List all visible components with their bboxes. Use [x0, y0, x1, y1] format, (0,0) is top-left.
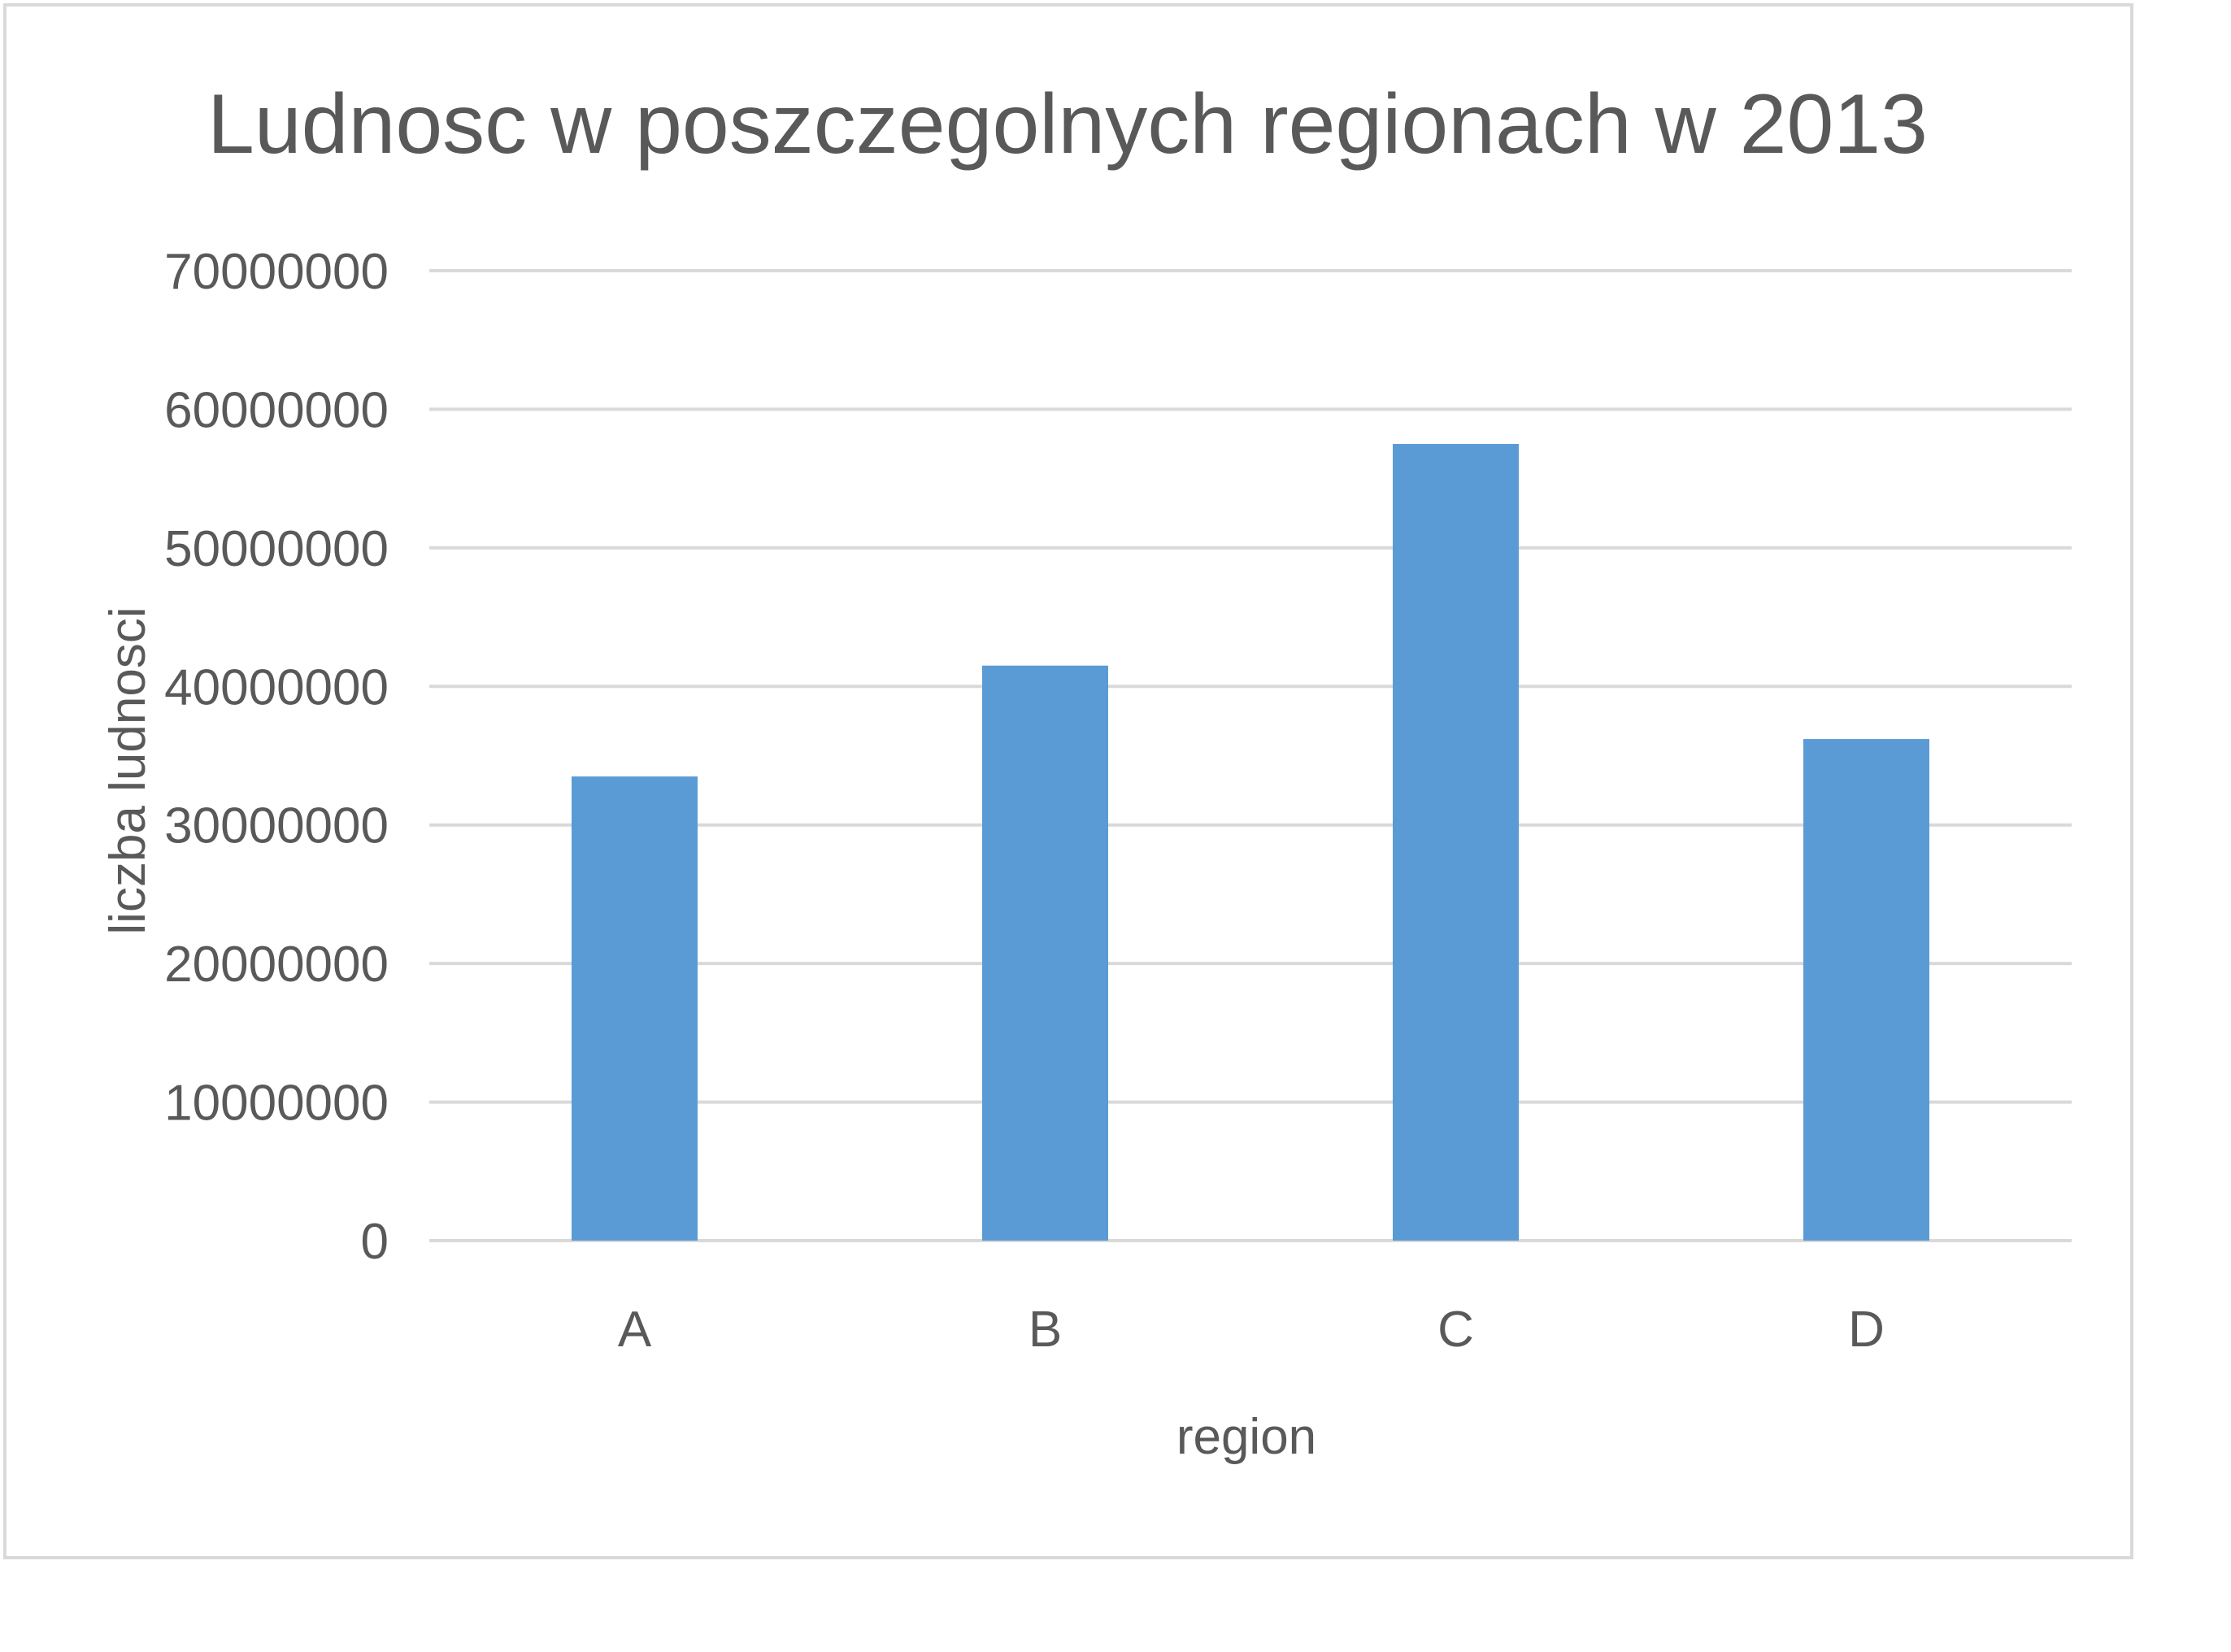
y-tick-label-2: 20000000 [164, 937, 389, 993]
bar-C [1393, 444, 1519, 1241]
y-tick-label-6: 60000000 [164, 382, 389, 438]
x-tick-label-A: A [618, 1302, 652, 1358]
chart-area: Ludnosc w poszczegolnych regionach w 201… [3, 3, 2133, 1559]
bar-D [1803, 739, 1929, 1241]
y-tick-label-1: 10000000 [164, 1076, 389, 1132]
x-axis-title: region [1176, 1409, 1316, 1465]
y-tick-label-4: 40000000 [164, 659, 389, 715]
bars [572, 444, 1929, 1241]
y-tick-label-0: 0 [361, 1214, 389, 1270]
y-tick-label-7: 70000000 [164, 244, 389, 300]
bar-chart: Ludnosc w poszczegolnych regionach w 201… [100, 77, 2072, 1465]
y-axis-tick-labels: 0 10000000 20000000 30000000 40000000 5000000… [164, 244, 389, 1270]
x-tick-label-B: B [1029, 1302, 1062, 1358]
y-tick-label-5: 50000000 [164, 521, 389, 577]
x-axis-tick-labels: A B C D [618, 1302, 1885, 1358]
x-tick-label-D: D [1848, 1302, 1885, 1358]
y-tick-label-3: 30000000 [164, 798, 389, 854]
chart-title: Ludnosc w poszczegolnych regionach w 201… [207, 77, 1928, 172]
y-axis-title: liczba ludnosci [100, 606, 156, 934]
gridlines [429, 269, 2072, 1242]
bar-A [572, 776, 698, 1241]
x-tick-label-C: C [1437, 1302, 1474, 1358]
bar-B [982, 665, 1108, 1241]
